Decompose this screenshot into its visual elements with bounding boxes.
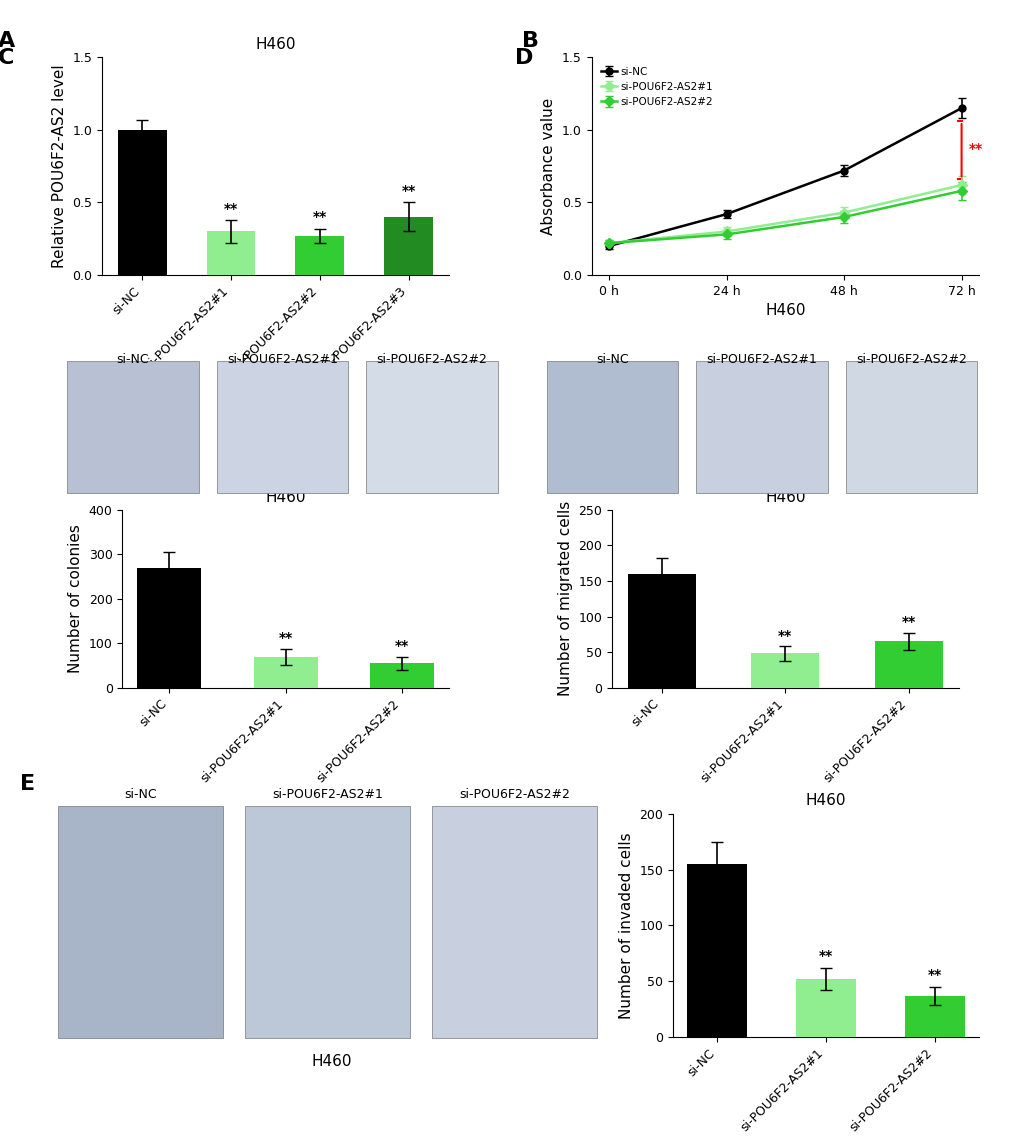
Legend: si-NC, si-POU6F2-AS2#1, si-POU6F2-AS2#2: si-NC, si-POU6F2-AS2#1, si-POU6F2-AS2#2: [596, 63, 716, 111]
Bar: [751, 653, 818, 688]
Text: **: **: [223, 202, 237, 215]
Y-axis label: Number of invaded cells: Number of invaded cells: [619, 832, 634, 1019]
Bar: [117, 129, 166, 275]
Bar: [370, 664, 433, 688]
Text: si-POU6F2-AS2#1: si-POU6F2-AS2#1: [706, 353, 816, 366]
Text: **: **: [313, 210, 327, 225]
Text: si-POU6F2-AS2#2: si-POU6F2-AS2#2: [855, 353, 966, 366]
Title: H460: H460: [255, 37, 296, 52]
Bar: [207, 231, 255, 275]
Text: A: A: [0, 31, 15, 52]
Text: E: E: [20, 774, 36, 793]
Y-axis label: Number of colonies: Number of colonies: [68, 525, 84, 673]
Text: **: **: [278, 631, 292, 645]
Title: H460: H460: [805, 793, 846, 808]
Bar: [687, 864, 746, 1037]
Text: si-NC: si-NC: [116, 353, 149, 366]
Y-axis label: Relative POU6F2-AS2 level: Relative POU6F2-AS2 level: [52, 64, 66, 268]
Text: si-POU6F2-AS2#2: si-POU6F2-AS2#2: [376, 353, 487, 366]
Text: si-POU6F2-AS2#1: si-POU6F2-AS2#1: [272, 788, 383, 801]
Bar: [138, 567, 201, 688]
Bar: [796, 979, 855, 1037]
Bar: [296, 236, 343, 275]
Text: **: **: [401, 185, 416, 198]
Bar: [384, 217, 433, 275]
Text: D: D: [515, 48, 533, 68]
Text: H460: H460: [311, 1054, 352, 1069]
Bar: [627, 574, 695, 688]
Text: **: **: [818, 949, 833, 964]
Text: B: B: [522, 31, 538, 52]
X-axis label: H460: H460: [764, 304, 805, 319]
Text: si-POU6F2-AS2#2: si-POU6F2-AS2#2: [459, 788, 570, 801]
Bar: [874, 642, 943, 688]
Text: si-POU6F2-AS2#1: si-POU6F2-AS2#1: [227, 353, 337, 366]
Y-axis label: Absorbance value: Absorbance value: [541, 97, 555, 235]
Y-axis label: Number of migrated cells: Number of migrated cells: [557, 501, 573, 697]
Title: H460: H460: [265, 489, 306, 504]
Text: **: **: [901, 615, 915, 629]
Title: H460: H460: [764, 489, 805, 504]
Text: si-NC: si-NC: [124, 788, 157, 801]
Text: C: C: [0, 48, 14, 68]
Text: **: **: [777, 629, 792, 643]
Text: **: **: [394, 639, 409, 653]
Bar: [905, 996, 964, 1037]
Text: **: **: [927, 968, 942, 982]
Bar: [254, 657, 317, 688]
Text: si-NC: si-NC: [595, 353, 628, 366]
Text: **: **: [968, 142, 982, 157]
